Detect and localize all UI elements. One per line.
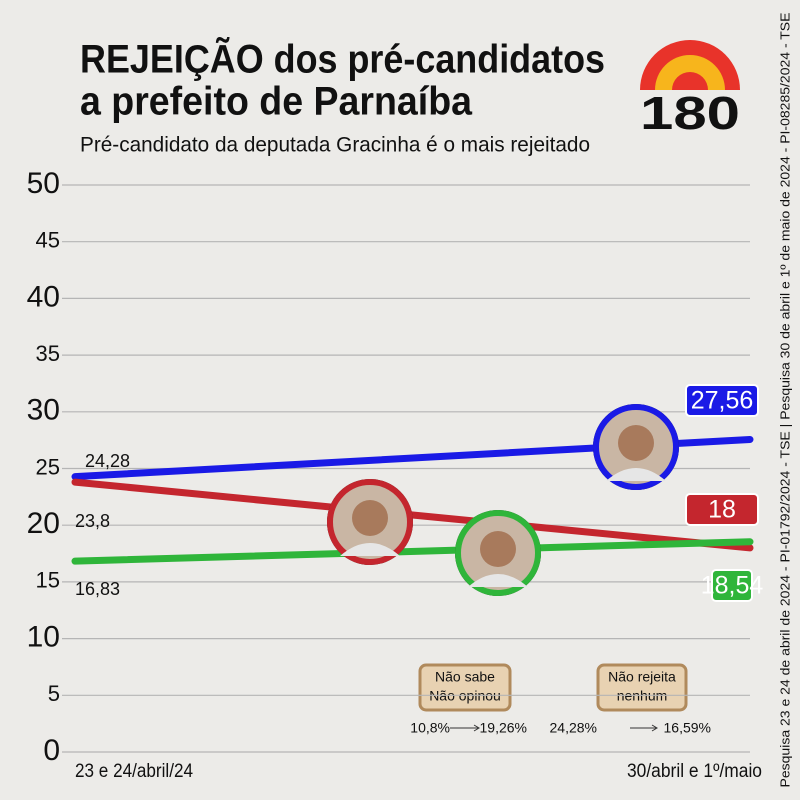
y-tick-label: 45 — [36, 228, 60, 253]
annotation-label: Não rejeita — [608, 669, 676, 685]
series-line — [71, 538, 754, 565]
y-tick-label: 50 — [27, 167, 60, 200]
data-label: 18 — [708, 496, 736, 524]
annotation-label: Não sabe — [435, 669, 495, 685]
chart-title: REJEIÇÃO dos pré-candidatos — [80, 36, 605, 82]
y-tick-label: 0 — [43, 734, 60, 767]
annotation-value: 24,28% — [550, 720, 597, 736]
annotation-box — [418, 663, 512, 712]
logo: 180 — [640, 40, 740, 139]
chart-title: a prefeito de Parnaíba — [80, 80, 473, 124]
series-line — [71, 478, 754, 552]
annotation-value: 16,59% — [664, 720, 711, 736]
chart-subtitle: Pré-candidato da deputada Gracinha é o m… — [80, 134, 590, 157]
candidate-face — [480, 531, 516, 567]
y-tick-label: 20 — [27, 507, 60, 540]
y-tick-label: 5 — [48, 681, 60, 706]
candidate-body — [606, 468, 666, 481]
data-label: 18,54 — [701, 572, 764, 600]
candidate-face — [352, 500, 388, 536]
data-label: 24,28 — [85, 451, 130, 471]
data-label-box — [685, 493, 759, 526]
data-label: 23,8 — [75, 511, 110, 531]
y-tick-label: 40 — [27, 280, 60, 313]
logo-sun — [672, 72, 708, 90]
arrow-head — [651, 724, 658, 732]
candidate-body — [468, 574, 528, 587]
annotation-box — [596, 663, 688, 712]
data-label: 16,83 — [75, 579, 120, 599]
data-label-box — [711, 569, 753, 602]
y-tick-label: 30 — [27, 394, 60, 427]
y-tick-label: 10 — [27, 621, 60, 654]
x-tick-label: 30/abril e 1º/maio — [627, 761, 762, 782]
candidate-body — [340, 543, 400, 556]
data-label-box — [685, 384, 759, 417]
y-tick-label: 15 — [36, 568, 60, 593]
y-tick-label: 25 — [36, 454, 60, 479]
y-tick-label: 35 — [36, 341, 60, 366]
source: Pesquisa 23 e 24 de abril de 2024 - PI-0… — [777, 12, 792, 787]
x-tick-label: 23 e 24/abril/24 — [75, 761, 193, 782]
annotation-value: 10,8% — [410, 720, 450, 736]
logo-text: 180 — [640, 87, 740, 139]
candidate-face — [618, 425, 654, 461]
data-label: 27,56 — [691, 387, 754, 415]
arrow-head — [473, 724, 480, 732]
annotation-value: 19,26% — [480, 720, 527, 736]
